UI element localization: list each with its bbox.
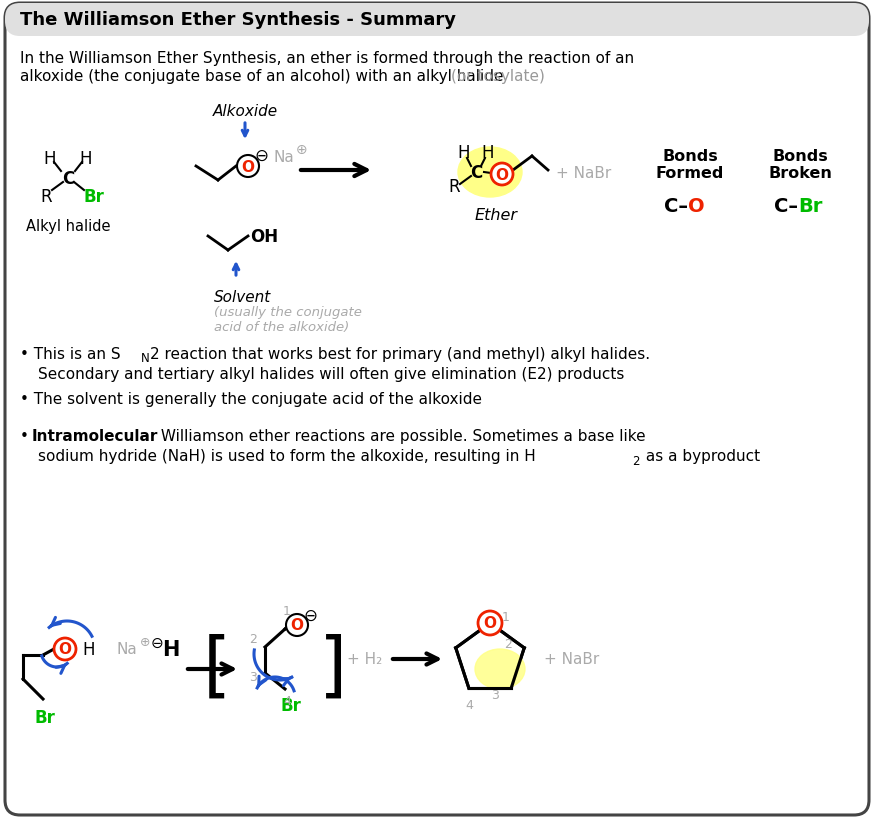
Text: C: C	[470, 164, 482, 182]
Text: H: H	[162, 639, 180, 659]
Text: H: H	[44, 150, 56, 168]
Text: O: O	[291, 618, 303, 633]
Text: + H₂: + H₂	[348, 652, 383, 667]
Text: Alkyl halide: Alkyl halide	[25, 219, 110, 234]
Text: + NaBr: + NaBr	[544, 652, 600, 667]
Text: The Williamson Ether Synthesis - Summary: The Williamson Ether Synthesis - Summary	[20, 11, 456, 29]
Text: H: H	[80, 150, 92, 168]
Circle shape	[478, 611, 502, 636]
Text: as a byproduct: as a byproduct	[641, 449, 760, 464]
Text: ]: ]	[319, 633, 347, 702]
Text: alkoxide (the conjugate base of an alcohol) with an alkyl halide: alkoxide (the conjugate base of an alcoh…	[20, 69, 508, 84]
Text: Bonds
Broken: Bonds Broken	[768, 148, 832, 181]
Text: Alkoxide: Alkoxide	[213, 103, 278, 119]
Text: Secondary and tertiary alkyl halides will often give elimination (E2) products: Secondary and tertiary alkyl halides wil…	[38, 367, 625, 382]
Text: •: •	[20, 429, 34, 444]
Text: O: O	[484, 616, 497, 631]
Text: 1: 1	[502, 611, 510, 624]
Circle shape	[491, 164, 513, 186]
Text: + NaBr: + NaBr	[556, 165, 611, 180]
Text: O: O	[59, 642, 72, 657]
Text: sodium hydride (NaH) is used to form the alkoxide, resulting in H: sodium hydride (NaH) is used to form the…	[38, 449, 536, 464]
Text: Br: Br	[280, 696, 301, 714]
Text: O: O	[242, 160, 255, 174]
Circle shape	[54, 638, 76, 660]
FancyBboxPatch shape	[5, 4, 869, 815]
Text: Br: Br	[798, 197, 823, 216]
Text: (usually the conjugate: (usually the conjugate	[214, 306, 362, 319]
Text: Bonds
Formed: Bonds Formed	[656, 148, 724, 181]
Text: Br: Br	[83, 188, 104, 206]
Text: 2: 2	[505, 638, 512, 650]
Circle shape	[286, 614, 308, 636]
Text: Intramolecular: Intramolecular	[32, 429, 159, 444]
Text: Ether: Ether	[475, 207, 518, 222]
Text: (or tosylate): (or tosylate)	[451, 69, 545, 84]
Text: Br: Br	[34, 708, 55, 726]
Ellipse shape	[458, 147, 522, 197]
Circle shape	[237, 156, 259, 178]
Text: H: H	[458, 144, 470, 162]
Text: ⊖: ⊖	[151, 635, 164, 649]
Text: 2 reaction that works best for primary (and methyl) alkyl halides.: 2 reaction that works best for primary (…	[150, 347, 650, 362]
Text: ⊖: ⊖	[254, 147, 268, 165]
Text: C–: C–	[664, 197, 688, 216]
Text: ⊕: ⊕	[296, 143, 307, 156]
Text: In the Williamson Ether Synthesis, an ether is formed through the reaction of an: In the Williamson Ether Synthesis, an et…	[20, 51, 634, 66]
Text: R: R	[40, 188, 52, 206]
Text: N: N	[141, 352, 150, 365]
Text: Solvent: Solvent	[214, 289, 272, 304]
Text: • This is an S: • This is an S	[20, 347, 121, 362]
Text: C: C	[62, 170, 74, 188]
Text: acid of the alkoxide): acid of the alkoxide)	[214, 321, 350, 334]
Text: Na: Na	[117, 642, 138, 657]
Text: 3: 3	[491, 688, 499, 701]
Text: ⊖: ⊖	[303, 606, 317, 624]
Text: H: H	[482, 144, 494, 162]
Text: Na: Na	[273, 149, 294, 165]
Text: Williamson ether reactions are possible. Sometimes a base like: Williamson ether reactions are possible.…	[156, 429, 646, 444]
Text: 1: 1	[283, 604, 291, 618]
FancyBboxPatch shape	[5, 4, 869, 37]
Text: 4: 4	[465, 698, 473, 711]
Text: R: R	[449, 178, 460, 196]
Text: 2: 2	[632, 455, 639, 468]
Text: 3: 3	[249, 671, 257, 684]
Text: 2: 2	[249, 633, 257, 645]
Text: 4: 4	[283, 695, 291, 708]
Text: C–: C–	[774, 197, 798, 216]
Text: • The solvent is generally the conjugate acid of the alkoxide: • The solvent is generally the conjugate…	[20, 392, 482, 407]
Text: H: H	[82, 640, 95, 658]
Text: O: O	[688, 197, 704, 216]
Ellipse shape	[475, 649, 525, 689]
Text: OH: OH	[250, 228, 278, 246]
Text: ⊕: ⊕	[140, 636, 151, 649]
Text: O: O	[496, 167, 508, 183]
Text: [: [	[203, 633, 231, 702]
